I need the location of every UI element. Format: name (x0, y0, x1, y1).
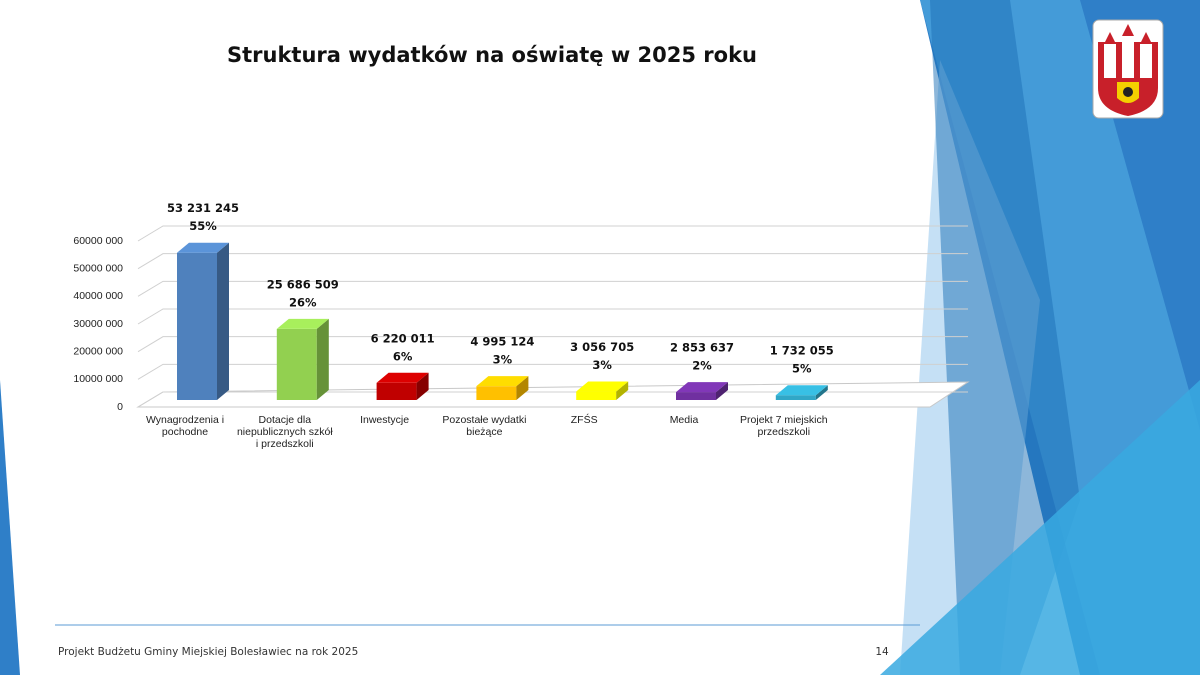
y-tick-label: 50000 000 (73, 262, 123, 274)
grid-line (137, 225, 968, 242)
y-tick-label: 0 (117, 401, 123, 413)
bar (276, 328, 317, 400)
value-label: 53 231 245 (167, 201, 239, 215)
bar-side (815, 385, 828, 400)
bar (676, 392, 716, 400)
x-tick-label: Media (669, 414, 699, 426)
share-label: 26% (289, 295, 317, 309)
value-label: 25 686 509 (267, 277, 339, 291)
value-label: 3 056 705 (570, 340, 634, 354)
bar-side (716, 382, 728, 400)
share-label: 2% (692, 359, 712, 373)
value-label: 4 995 124 (470, 335, 534, 349)
y-tick-label: 30000 000 (73, 318, 123, 330)
chart-title: Struktura wydatków na oświatę w 2025 rok… (227, 43, 757, 67)
bar (376, 382, 417, 400)
value-label: 6 220 011 (371, 331, 435, 345)
bar (476, 386, 517, 400)
value-label: 1 732 055 (770, 344, 834, 358)
bar-side (416, 372, 429, 400)
share-label: 55% (189, 219, 217, 233)
x-tick-label: Dotacje dla niepublicznych szkół i przed… (236, 414, 333, 450)
footer-text: Projekt Budżetu Gminy Miejskiej Bolesław… (58, 646, 358, 658)
grid-line (137, 363, 968, 380)
grid-line (137, 308, 968, 325)
grid-line (137, 253, 968, 270)
y-tick-label: 10000 000 (73, 373, 123, 385)
x-tick-label: Projekt 7 miejskich przedszkoli (740, 414, 828, 438)
bar-side (616, 381, 629, 400)
bar-top (177, 242, 229, 253)
share-label: 5% (792, 362, 812, 376)
bar-side (217, 242, 229, 400)
bar-top (576, 381, 629, 392)
page-number: 14 (875, 646, 889, 658)
bar-side (316, 318, 329, 400)
bar (177, 252, 217, 400)
bar-side (516, 376, 529, 400)
bar-top (276, 318, 329, 329)
y-tick-label: 60000 000 (73, 235, 123, 247)
bar-top (775, 385, 828, 396)
bar-top (376, 372, 429, 383)
grid-line (137, 336, 968, 353)
value-label: 2 853 637 (670, 341, 734, 355)
y-tick-label: 20000 000 (73, 345, 123, 357)
x-tick-label: Pozostałe wydatki bieżące (442, 414, 527, 438)
bar (576, 391, 617, 400)
x-tick-label: Inwestycje (360, 414, 410, 426)
x-tick-label: Wynagrodzenia i pochodne (145, 414, 225, 438)
bar-top (476, 376, 529, 387)
y-tick-label: 40000 000 (73, 290, 123, 302)
share-label: 3% (592, 358, 612, 372)
crest (1092, 19, 1164, 119)
bar-top (676, 382, 728, 393)
share-label: 6% (393, 349, 413, 363)
plot-frame (136, 381, 970, 408)
grid-line (137, 280, 968, 297)
bar (775, 395, 816, 400)
x-tick-label: ZFŚS (570, 414, 598, 426)
share-label: 3% (493, 353, 513, 367)
